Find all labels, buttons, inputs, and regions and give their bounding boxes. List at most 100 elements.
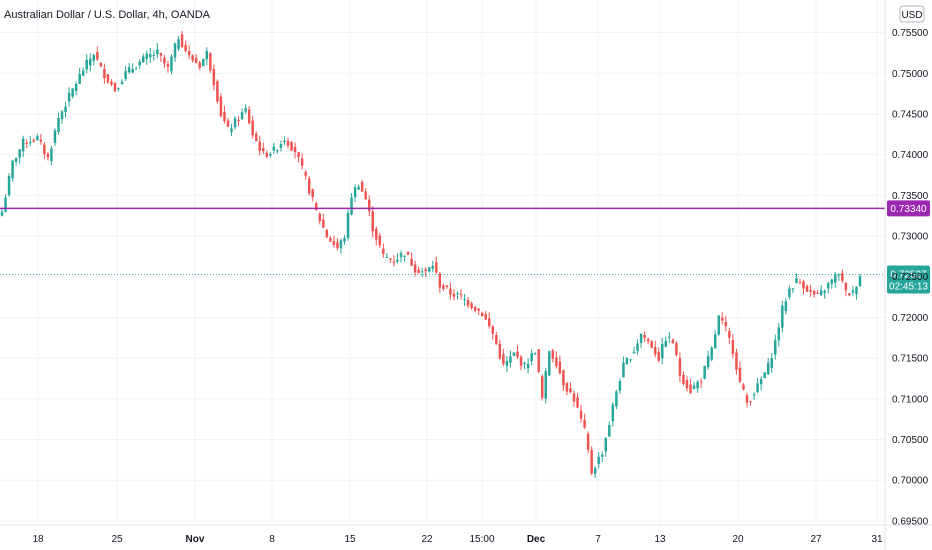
candle[interactable] — [286, 137, 290, 149]
candle[interactable] — [0, 208, 4, 217]
candle[interactable] — [81, 67, 85, 77]
candle[interactable] — [646, 337, 650, 344]
candle[interactable] — [53, 128, 57, 146]
candle[interactable] — [788, 285, 791, 300]
candle[interactable] — [417, 266, 420, 274]
candle[interactable] — [537, 349, 540, 374]
candle[interactable] — [159, 52, 163, 62]
candle[interactable] — [318, 212, 322, 225]
candle[interactable] — [198, 60, 201, 71]
candle[interactable] — [124, 66, 127, 82]
candle[interactable] — [233, 116, 237, 130]
candle[interactable] — [272, 142, 276, 154]
candle[interactable] — [844, 281, 848, 297]
candle[interactable] — [625, 356, 629, 365]
candle[interactable] — [473, 305, 477, 313]
candle[interactable] — [728, 327, 731, 345]
candle[interactable] — [240, 108, 244, 120]
candle[interactable] — [371, 206, 374, 238]
candle[interactable] — [784, 297, 788, 315]
candle[interactable] — [579, 404, 583, 423]
candle[interactable] — [258, 135, 261, 156]
candle[interactable] — [608, 421, 611, 438]
candle[interactable] — [632, 346, 636, 354]
candle[interactable] — [71, 88, 74, 99]
candle[interactable] — [78, 67, 81, 84]
candle[interactable] — [661, 337, 664, 365]
candle[interactable] — [336, 237, 339, 251]
time-axis[interactable]: 18 25 Nov 8 15 22 15:00 Dec 7 13 20 27 31 — [32, 534, 883, 545]
candle[interactable] — [795, 273, 798, 284]
candle[interactable] — [809, 284, 812, 297]
candle[interactable] — [442, 283, 445, 291]
candle[interactable] — [131, 63, 134, 74]
candle[interactable] — [64, 101, 67, 118]
candle[interactable] — [251, 115, 254, 139]
candle[interactable] — [184, 40, 187, 53]
candle[interactable] — [265, 150, 269, 159]
candle[interactable] — [60, 109, 64, 125]
candle[interactable] — [254, 131, 258, 142]
candle[interactable] — [350, 193, 353, 216]
candle[interactable] — [11, 160, 14, 182]
candle[interactable] — [276, 149, 279, 154]
candle[interactable] — [385, 252, 389, 259]
candle[interactable] — [675, 340, 678, 357]
candle[interactable] — [717, 315, 721, 337]
candle[interactable] — [180, 31, 184, 48]
candle[interactable] — [463, 293, 466, 306]
candle[interactable] — [629, 359, 632, 363]
candle[interactable] — [855, 286, 858, 300]
candle[interactable] — [590, 446, 593, 476]
candle[interactable] — [615, 389, 618, 410]
candle[interactable] — [544, 367, 547, 404]
candle[interactable] — [360, 179, 364, 192]
candle[interactable] — [495, 331, 498, 345]
candle[interactable] — [445, 285, 449, 289]
candle[interactable] — [399, 250, 403, 263]
candle[interactable] — [173, 42, 177, 62]
candle[interactable] — [29, 135, 32, 146]
candle[interactable] — [166, 60, 170, 73]
candle[interactable] — [127, 62, 131, 74]
candle[interactable] — [375, 226, 378, 246]
candle[interactable] — [230, 123, 233, 136]
candle[interactable] — [551, 348, 555, 363]
candle[interactable] — [653, 340, 657, 358]
candle[interactable] — [593, 466, 597, 479]
candles[interactable] — [0, 31, 862, 479]
candle[interactable] — [488, 312, 491, 329]
candle[interactable] — [639, 333, 643, 348]
candle[interactable] — [834, 271, 837, 288]
candle[interactable] — [39, 133, 43, 145]
candle[interactable] — [103, 63, 106, 84]
candle[interactable] — [816, 289, 819, 295]
candle[interactable] — [477, 308, 480, 316]
candle[interactable] — [57, 112, 60, 135]
candle[interactable] — [329, 235, 332, 243]
price-axis[interactable]: 0.75500 0.75000 0.74500 0.74000 0.73500 0.730… — [892, 28, 929, 527]
candle[interactable] — [558, 355, 562, 375]
candle[interactable] — [315, 201, 318, 211]
candle[interactable] — [572, 390, 576, 407]
candle[interactable] — [604, 436, 608, 457]
candle[interactable] — [219, 93, 223, 118]
candle[interactable] — [689, 378, 692, 394]
candle[interactable] — [484, 310, 487, 320]
candle[interactable] — [325, 229, 329, 239]
candle[interactable] — [322, 213, 325, 229]
candle[interactable] — [382, 243, 385, 258]
candle[interactable] — [177, 35, 180, 51]
candle[interactable] — [209, 51, 212, 73]
candle[interactable] — [85, 54, 88, 74]
candle[interactable] — [664, 336, 668, 348]
candle[interactable] — [283, 136, 286, 146]
candle[interactable] — [452, 289, 456, 301]
candle[interactable] — [32, 138, 36, 143]
candle[interactable] — [491, 325, 495, 340]
candle[interactable] — [657, 347, 660, 363]
candle[interactable] — [502, 348, 505, 367]
candle[interactable] — [279, 140, 283, 152]
candle[interactable] — [696, 379, 699, 393]
